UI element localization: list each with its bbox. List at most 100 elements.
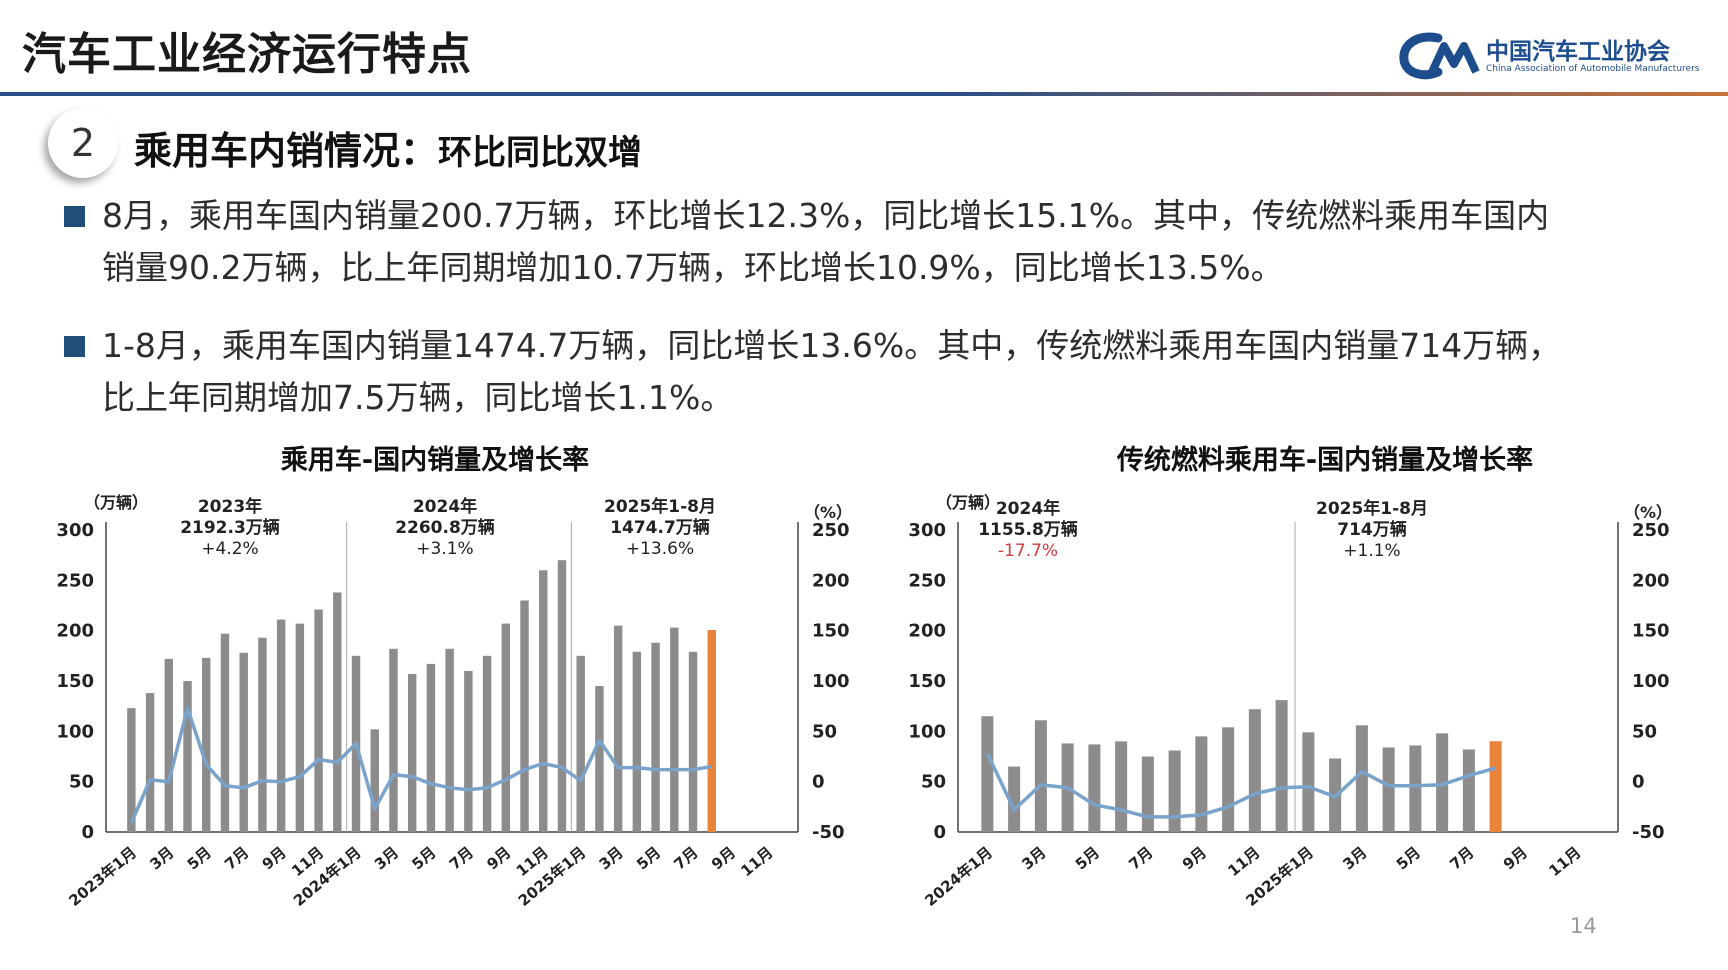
bar — [1275, 700, 1288, 832]
x-tick-label: 3月 — [1018, 843, 1049, 873]
y-left-tick-label: 300 — [908, 520, 946, 541]
bar — [632, 651, 642, 832]
bar — [1302, 732, 1315, 832]
bar — [145, 693, 155, 832]
y-left-tick-label: 200 — [56, 621, 94, 642]
annotation-year: 2025年1-8月 — [1316, 498, 1428, 519]
y-right-tick-label: 100 — [812, 671, 850, 692]
bar — [295, 623, 305, 832]
x-tick-label: 5月 — [1393, 843, 1424, 873]
logo-english-name: China Association of Automobile Manufact… — [1486, 64, 1700, 74]
annotation-growth: -17.7% — [998, 541, 1058, 561]
paragraph-line: 8月，乘用车国内销量200.7万辆，环比增长12.3%，同比增长15.1%。其中… — [102, 196, 1550, 235]
y-left-tick-label: 100 — [56, 721, 94, 742]
x-tick-label: 5月 — [633, 843, 664, 873]
annotation-growth: +4.2% — [201, 539, 258, 559]
y-right-tick-label: 0 — [812, 772, 825, 793]
bar — [1248, 709, 1261, 832]
bar — [688, 651, 698, 832]
y-left-tick-label: 250 — [56, 570, 94, 591]
bar — [183, 681, 192, 832]
bullet-marker — [64, 336, 85, 357]
annotation-total: 2260.8万辆 — [395, 517, 495, 538]
x-tick-label: 5月 — [184, 843, 215, 873]
x-tick-label: 7月 — [1446, 843, 1477, 873]
x-tick-label: 11月 — [1545, 843, 1584, 880]
y-left-tick-label: 0 — [81, 822, 94, 843]
x-tick-label: 11月 — [737, 843, 776, 880]
bar — [333, 592, 342, 832]
annotation-year: 2024年 — [996, 498, 1060, 519]
annotation-total: 1155.8万辆 — [978, 519, 1078, 540]
bar — [1436, 733, 1449, 832]
annotation-total: 2192.3万辆 — [180, 517, 280, 538]
annotation-growth: +13.6% — [626, 539, 694, 559]
bar — [501, 623, 511, 832]
x-tick-label: 7月 — [221, 843, 252, 873]
bar — [1088, 744, 1101, 832]
x-tick-label: 7月 — [1125, 843, 1156, 873]
bullet-marker — [64, 206, 85, 227]
y-left-unit-label: （万辆） — [936, 493, 1000, 512]
bar — [539, 570, 548, 832]
section-title: 乘用车内销情况：环比同比双增 — [134, 120, 642, 175]
bullet-paragraph-jan-aug: 1-8月，乘用车国内销量1474.7万辆，同比增长13.6%。其中，传统燃料乘用… — [64, 320, 1684, 424]
y-right-tick-label: -50 — [812, 822, 845, 843]
x-tick-label: 9月 — [1179, 843, 1210, 873]
bar — [595, 686, 604, 832]
y-right-tick-label: 150 — [1632, 621, 1670, 642]
annotation-year: 2024年 — [413, 496, 477, 517]
y-right-tick-label: 150 — [812, 621, 850, 642]
bar — [1034, 720, 1047, 832]
y-left-tick-label: 250 — [908, 570, 946, 591]
y-right-tick-label: 50 — [812, 721, 837, 742]
header-divider — [0, 92, 1728, 96]
bar — [670, 627, 679, 832]
y-right-tick-label: 50 — [1632, 721, 1657, 742]
y-right-tick-label: -50 — [1632, 822, 1665, 843]
logo-name: 中国汽车工业协会 — [1486, 39, 1670, 65]
y-left-tick-label: 150 — [908, 671, 946, 692]
bar — [981, 716, 994, 832]
paragraph-line: 比上年同期增加7.5万辆，同比增长1.1%。 — [102, 378, 734, 417]
bar — [1462, 749, 1475, 832]
y-right-tick-label: 250 — [1632, 520, 1670, 541]
y-right-tick-label: 200 — [1632, 570, 1670, 591]
y-left-tick-label: 150 — [56, 671, 94, 692]
y-right-tick-label: 200 — [812, 570, 850, 591]
x-tick-label: 9月 — [708, 843, 739, 873]
bar — [1382, 747, 1395, 832]
paragraph-line: 1-8月，乘用车国内销量1474.7万辆，同比增长13.6%。其中，传统燃料乘用… — [102, 326, 1562, 365]
y-left-tick-label: 50 — [69, 772, 94, 793]
bar-highlight — [707, 629, 716, 832]
page-title: 汽车工业经济运行特点 — [22, 29, 472, 80]
bar — [426, 663, 436, 832]
bar — [239, 652, 248, 832]
x-tick-label: 5月 — [1072, 843, 1103, 873]
y-left-tick-label: 0 — [933, 822, 946, 843]
bar — [557, 560, 567, 832]
annotation-year: 2023年 — [198, 496, 262, 517]
annotation-total: 1474.7万辆 — [610, 517, 710, 538]
annotation-year: 2025年1-8月 — [604, 496, 716, 517]
bar — [464, 670, 473, 832]
y-right-tick-label: 250 — [812, 520, 850, 541]
bar — [407, 673, 417, 832]
page-number: 14 — [1570, 914, 1597, 938]
y-right-unit-label: （%） — [1624, 503, 1672, 522]
bar — [482, 655, 492, 832]
chart-title-passenger: 乘用车-国内销量及增长率 — [280, 445, 590, 476]
x-tick-label: 11月 — [1224, 843, 1263, 880]
x-tick-label: 3月 — [371, 843, 402, 873]
x-tick-label: 7月 — [446, 843, 477, 873]
y-left-tick-label: 300 — [56, 520, 94, 541]
paragraph-line: 销量90.2万辆，比上年同期增加10.7万辆，环比增长10.9%，同比增长13.… — [102, 248, 1284, 287]
y-right-unit-label: （%） — [804, 503, 852, 522]
bar — [370, 729, 379, 832]
passenger-sales-chart: （万辆） （%） 0 50 100 150 200 250 300 -50 0 50 100 150 200… — [56, 493, 852, 910]
bar — [520, 600, 529, 832]
bar — [220, 633, 230, 832]
bar — [1168, 750, 1181, 832]
y-left-tick-label: 100 — [908, 721, 946, 742]
growth-rate-line — [985, 752, 1497, 819]
